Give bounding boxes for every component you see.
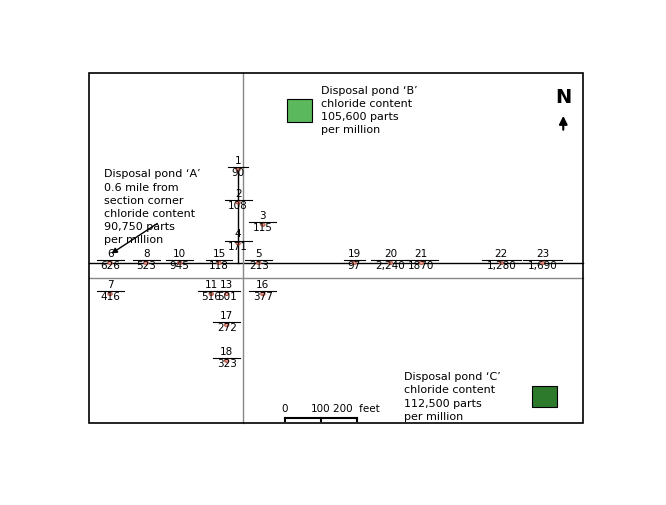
Text: 501: 501 <box>217 292 236 302</box>
Circle shape <box>261 292 265 295</box>
Text: 1,690: 1,690 <box>527 261 557 271</box>
Text: 213: 213 <box>249 261 268 271</box>
Circle shape <box>261 223 265 226</box>
Text: 115: 115 <box>253 223 273 233</box>
Text: 2: 2 <box>235 189 241 198</box>
Text: 20: 20 <box>384 249 397 259</box>
Circle shape <box>224 292 229 295</box>
Text: 171: 171 <box>228 242 248 252</box>
Text: 7: 7 <box>107 280 113 290</box>
Text: 200  feet: 200 feet <box>334 405 380 415</box>
Text: 13: 13 <box>220 280 233 290</box>
Text: 516: 516 <box>201 292 221 302</box>
Circle shape <box>178 261 182 264</box>
Text: 377: 377 <box>253 292 273 302</box>
Text: 97: 97 <box>348 261 361 271</box>
Circle shape <box>144 261 149 264</box>
Text: N: N <box>555 88 571 107</box>
Text: 1,280: 1,280 <box>486 261 516 271</box>
Circle shape <box>217 261 221 264</box>
Circle shape <box>108 292 112 295</box>
Circle shape <box>388 261 392 264</box>
Text: 108: 108 <box>228 201 248 211</box>
Text: 272: 272 <box>217 324 236 333</box>
Circle shape <box>500 261 503 264</box>
Text: 4: 4 <box>235 229 241 239</box>
Circle shape <box>224 359 229 363</box>
Text: 19: 19 <box>348 249 361 259</box>
Text: 23: 23 <box>536 249 549 259</box>
Circle shape <box>541 261 545 264</box>
Circle shape <box>256 261 261 264</box>
Circle shape <box>209 292 213 295</box>
Text: 1: 1 <box>235 156 241 166</box>
Text: 3: 3 <box>260 211 266 221</box>
Text: 2,240: 2,240 <box>376 261 405 271</box>
Bar <box>532 386 557 408</box>
Text: 118: 118 <box>209 261 229 271</box>
Text: 10: 10 <box>173 249 186 259</box>
Text: Disposal pond ‘C’
chloride content
112,500 parts
per million: Disposal pond ‘C’ chloride content 112,5… <box>404 372 501 422</box>
Text: 8: 8 <box>143 249 150 259</box>
Text: 18: 18 <box>220 347 233 357</box>
Text: 100: 100 <box>311 405 330 415</box>
Text: 17: 17 <box>220 311 233 321</box>
Text: 0: 0 <box>281 405 288 415</box>
Text: 1870: 1870 <box>408 261 434 271</box>
Bar <box>287 98 312 122</box>
Text: 6: 6 <box>107 249 113 259</box>
Circle shape <box>108 261 112 264</box>
Text: Disposal pond ‘B’
chloride content
105,600 parts
per million: Disposal pond ‘B’ chloride content 105,6… <box>321 85 418 135</box>
Text: 5: 5 <box>256 249 262 259</box>
Text: 21: 21 <box>415 249 428 259</box>
Text: 11: 11 <box>204 280 218 290</box>
Text: 22: 22 <box>495 249 508 259</box>
Text: 323: 323 <box>217 359 236 369</box>
Text: 15: 15 <box>212 249 226 259</box>
Circle shape <box>352 261 356 264</box>
Circle shape <box>236 242 240 245</box>
Circle shape <box>224 324 229 327</box>
Text: 416: 416 <box>100 292 120 302</box>
Circle shape <box>420 261 424 264</box>
Circle shape <box>236 168 240 171</box>
Text: 945: 945 <box>170 261 190 271</box>
Text: 626: 626 <box>100 261 120 271</box>
Text: 16: 16 <box>256 280 270 290</box>
Text: 90: 90 <box>232 168 244 178</box>
Text: Disposal pond ‘A’
0.6 mile from
section corner
chloride content
90,750 parts
per: Disposal pond ‘A’ 0.6 mile from section … <box>104 170 200 245</box>
Circle shape <box>236 201 240 204</box>
Text: 523: 523 <box>137 261 156 271</box>
